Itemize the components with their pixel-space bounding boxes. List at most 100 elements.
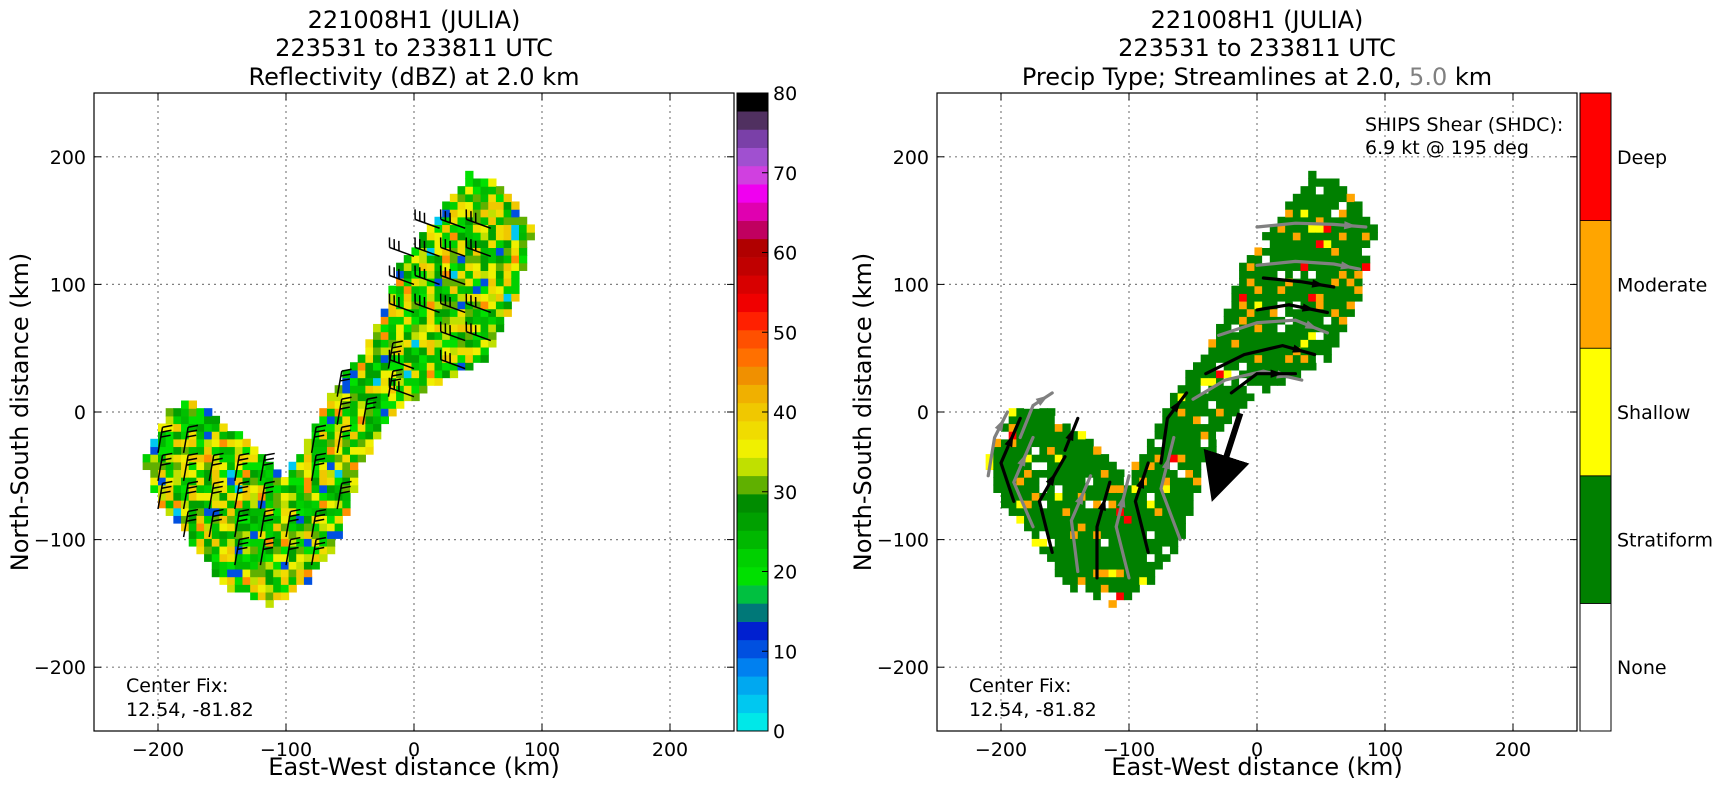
precip-type-cell (1108, 507, 1117, 516)
precip-type-cell (1239, 385, 1248, 394)
reflectivity-cell (219, 507, 228, 516)
precip-type-cell (1323, 331, 1332, 340)
precip-type-cell (1323, 316, 1332, 325)
reflectivity-colorbar-segment (737, 457, 768, 477)
reflectivity-cell (204, 438, 213, 448)
reflectivity-cell (273, 561, 282, 570)
precip-type-cell (1308, 209, 1317, 218)
reflectivity-cell (350, 415, 359, 425)
precip-type-cell (1285, 308, 1294, 317)
reflectivity-cell (388, 408, 397, 417)
reflectivity-cell (334, 477, 343, 486)
wind-barb-flag (263, 513, 275, 518)
reflectivity-cell (273, 507, 282, 516)
reflectivity-cell (380, 354, 389, 363)
precip-type-cell (1154, 492, 1163, 501)
reflectivity-colorbar-segment (737, 439, 768, 458)
reflectivity-cell (165, 446, 174, 455)
precip-type-cell (1047, 484, 1056, 493)
reflectivity-cell (173, 431, 182, 440)
reflectivity-cell (495, 323, 505, 333)
reflectivity-cell (472, 193, 482, 203)
precip-type-cell (1062, 477, 1071, 486)
wind-barb-flag (213, 452, 224, 457)
reflectivity-cell (426, 369, 436, 379)
precip-type-cell (1193, 400, 1202, 409)
reflectivity-cell (257, 484, 267, 493)
reflectivity-cell (480, 323, 489, 333)
reflectivity-cell (326, 484, 336, 493)
precip-type-cell (1123, 561, 1133, 570)
wind-barb (336, 480, 352, 510)
precip-type-cell (1123, 545, 1133, 555)
reflectivity-cell (273, 469, 282, 478)
reflectivity-cell (472, 216, 482, 226)
reflectivity-cell (181, 454, 190, 463)
reflectivity-cell (342, 469, 351, 478)
reflectivity-cell (472, 255, 482, 264)
precip-type-cell (1008, 454, 1017, 463)
reflectivity-cell (165, 438, 174, 448)
reflectivity-cell (311, 545, 320, 555)
precip-type-cell (1169, 530, 1179, 539)
reflectivity-cell (511, 293, 520, 302)
wind-barb-flag (239, 480, 250, 485)
reflectivity-cell (265, 561, 274, 570)
reflectivity-cell (303, 568, 313, 578)
reflectivity-cell (334, 469, 343, 478)
reflectivity-cell (303, 576, 313, 585)
precip-type-cell (1123, 500, 1133, 509)
precip-type-cell (1254, 278, 1263, 287)
reflectivity-cell (173, 507, 182, 516)
precip-type-cell (1070, 446, 1079, 455)
precip-type-cell (1154, 515, 1163, 524)
reflectivity-cell (434, 339, 443, 348)
wind-barb-flag (340, 401, 351, 405)
precip-type-cell (1208, 377, 1217, 386)
reflectivity-cell (250, 484, 259, 493)
wind-barb-flag (237, 490, 248, 494)
precip-type-cell (1323, 354, 1332, 363)
wind-barb (310, 452, 327, 482)
precip-type-cell (1100, 591, 1110, 601)
precip-type-cell (1354, 247, 1363, 256)
precip-type-cell (1246, 278, 1256, 287)
reflectivity-cell (173, 515, 182, 524)
precip-type-cell (1139, 461, 1148, 471)
precip-type-cell (1077, 446, 1087, 455)
precip-type-cell (1292, 308, 1302, 317)
reflectivity-cell (250, 507, 259, 516)
reflectivity-cell (434, 300, 443, 310)
reflectivity-cell (311, 561, 320, 570)
reflectivity-cell (411, 255, 420, 264)
precip-type-cell (1346, 308, 1355, 317)
reflectivity-cell (503, 201, 512, 210)
precip-type-cell (1016, 423, 1025, 432)
precip-type-cell (1269, 323, 1279, 333)
reflectivity-cell (480, 346, 489, 356)
precip-type-cell (1315, 300, 1325, 310)
reflectivity-cell (319, 523, 328, 532)
precip-type-cell (1116, 515, 1125, 524)
wind-barb-flag (339, 490, 350, 494)
reflectivity-cell (250, 584, 259, 593)
reflectivity-cell (250, 492, 259, 501)
precip-type-cell (1246, 270, 1256, 279)
reflectivity-colorbar-segment (737, 658, 768, 677)
precip-type-cell (1085, 500, 1094, 509)
precip-type-cell (1292, 247, 1302, 256)
reflectivity-cell (280, 500, 290, 509)
precip-type-cell (1323, 300, 1332, 310)
precip-type-cell (1031, 492, 1040, 501)
wind-barb-flag (339, 434, 350, 438)
reflectivity-cell (419, 354, 428, 363)
precip-type-cell (1254, 331, 1263, 340)
reflectivity-cell (173, 477, 182, 486)
wind-barb-flag (315, 513, 326, 518)
reflectivity-cell (326, 431, 336, 440)
reflectivity-cell (296, 469, 305, 478)
reflectivity-cell (403, 346, 413, 356)
reflectivity-cell (426, 377, 436, 386)
precip-type-cell (1162, 530, 1171, 539)
reflectivity-cell (488, 178, 497, 187)
